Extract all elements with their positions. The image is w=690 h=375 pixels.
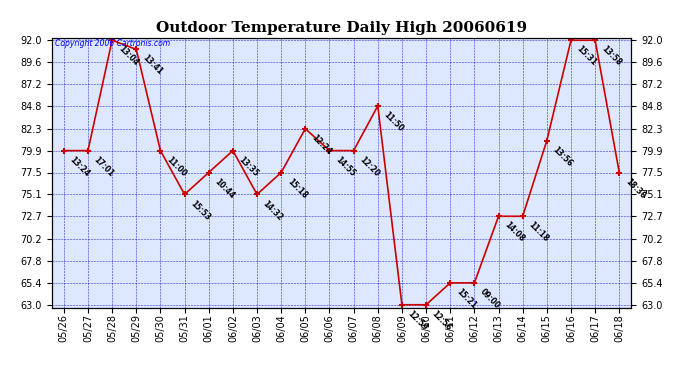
Text: 14:08: 14:08	[503, 220, 526, 244]
Text: 14:32: 14:32	[262, 198, 284, 222]
Text: 18:36: 18:36	[624, 177, 647, 200]
Text: 13:56: 13:56	[551, 145, 574, 168]
Text: 15:31: 15:31	[575, 44, 598, 68]
Text: 12:56: 12:56	[431, 309, 453, 332]
Text: 14:55: 14:55	[334, 155, 357, 178]
Text: 09:00: 09:00	[479, 287, 502, 310]
Text: 13:35: 13:35	[237, 155, 260, 178]
Title: Outdoor Temperature Daily High 20060619: Outdoor Temperature Daily High 20060619	[156, 21, 527, 35]
Text: 15:21: 15:21	[455, 287, 477, 310]
Text: 13:24: 13:24	[68, 155, 91, 178]
Text: 12:59: 12:59	[406, 309, 429, 332]
Text: 11:18: 11:18	[527, 220, 551, 244]
Text: 17:01: 17:01	[92, 155, 116, 178]
Text: 12:24: 12:24	[310, 133, 333, 156]
Text: Copyright 2006 Cartronis.com: Copyright 2006 Cartronis.com	[55, 39, 170, 48]
Text: 15:18: 15:18	[286, 177, 308, 200]
Text: 15:53: 15:53	[189, 198, 212, 222]
Text: 13:41: 13:41	[141, 54, 164, 77]
Text: 13:58: 13:58	[600, 44, 622, 68]
Text: 11:50: 11:50	[382, 110, 405, 134]
Text: 13:04: 13:04	[117, 44, 139, 68]
Text: 11:00: 11:00	[165, 155, 188, 178]
Text: 10:44: 10:44	[213, 177, 236, 200]
Text: 12:20: 12:20	[358, 155, 381, 178]
